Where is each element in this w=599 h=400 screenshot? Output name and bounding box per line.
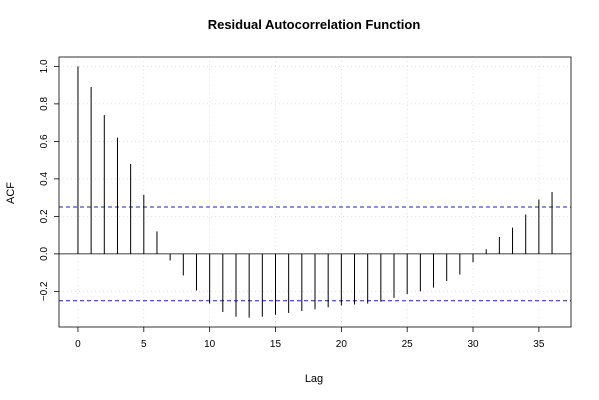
chart-title: Residual Autocorrelation Function [208,17,421,32]
x-axis: 0 5 10 15 20 25 30 35 [75,327,545,350]
y-axis: −0.2 0.0 0.2 0.4 0.6 0.8 1.0 [39,59,59,301]
x-axis-label: Lag [305,373,323,385]
y-tick-label-3: 0.4 [39,171,50,185]
x-tick-label-25: 25 [402,339,414,350]
y-tick-label-4: 0.6 [39,134,50,148]
y-tick-label-0: −0.2 [39,281,50,301]
y-axis-label: ACF [5,182,17,204]
y-tick-label-1: 0.0 [39,246,50,260]
x-tick-label-35: 35 [533,339,545,350]
x-tick-label-10: 10 [204,339,216,350]
x-tick-label-0: 0 [75,339,81,350]
x-tick-label-20: 20 [336,339,348,350]
plot-frame [58,56,572,328]
y-tick-label-2: 0.2 [39,209,50,223]
acf-bars [77,66,553,318]
x-tick-label-30: 30 [467,339,479,350]
y-tick-label-5: 0.8 [39,96,50,110]
x-tick-label-5: 5 [141,339,147,350]
x-tick-label-15: 15 [270,339,282,350]
y-tick-label-6: 1.0 [39,59,50,73]
